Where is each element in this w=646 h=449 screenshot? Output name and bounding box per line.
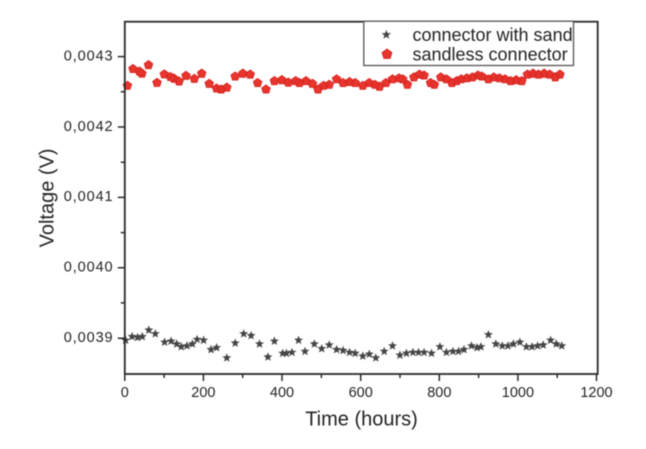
svg-text:0,0039: 0,0039: [64, 330, 114, 346]
svg-text:1200: 1200: [580, 385, 612, 401]
svg-text:600: 600: [349, 385, 373, 401]
svg-text:Time (hours): Time (hours): [305, 408, 418, 430]
svg-text:200: 200: [191, 385, 215, 401]
svg-text:400: 400: [270, 385, 294, 401]
svg-text:0,0040: 0,0040: [64, 260, 114, 276]
svg-text:0: 0: [121, 385, 129, 401]
svg-text:1000: 1000: [502, 385, 534, 401]
svg-text:0,0042: 0,0042: [64, 119, 114, 135]
svg-text:sandless connector: sandless connector: [413, 45, 568, 65]
svg-text:Voltage (V): Voltage (V): [37, 148, 59, 247]
svg-text:0,0041: 0,0041: [64, 189, 114, 205]
svg-text:0,0043: 0,0043: [64, 48, 114, 64]
svg-text:800: 800: [427, 385, 451, 401]
svg-text:connector with sand: connector with sand: [413, 25, 573, 45]
